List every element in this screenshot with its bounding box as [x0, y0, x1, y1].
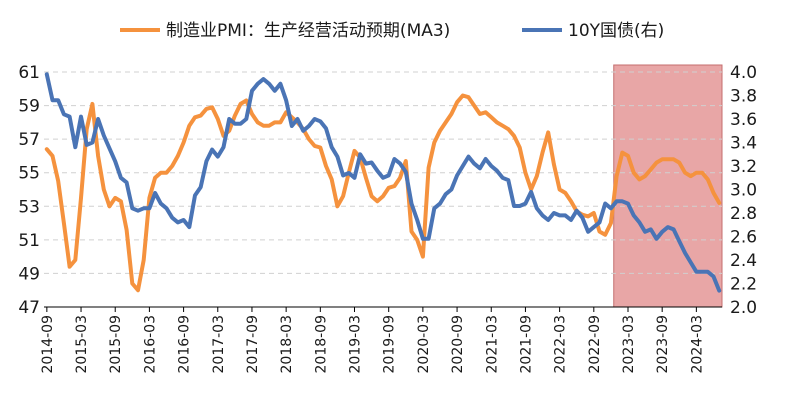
- left-tick-label: 51: [18, 231, 40, 251]
- x-tick-label: 2020-09: [450, 315, 466, 374]
- right-tick-label: 3.8: [730, 87, 757, 107]
- right-tick-label: 2.2: [730, 275, 757, 295]
- left-tick-label: 47: [18, 298, 40, 318]
- x-tick-label: 2018-09: [313, 315, 329, 374]
- left-tick-label: 61: [18, 63, 40, 83]
- x-tick-label: 2021-03: [484, 315, 500, 374]
- right-tick-label: 3.0: [730, 181, 757, 201]
- legend-label-2: 10Y国债(右): [568, 21, 664, 41]
- legend: 制造业PMI：生产经营活动预期(MA3) 10Y国债(右): [120, 21, 664, 41]
- x-tick-label: 2014-09: [40, 315, 56, 374]
- series-line-2: [44, 72, 722, 293]
- legend-label-1: 制造业PMI：生产经营活动预期(MA3): [166, 21, 450, 41]
- right-tick-label: 4.0: [730, 63, 757, 83]
- right-axis-ticks: 2.0 2.2 2.4 2.6 2.8 3.0 3.2 3.4 3.6 3.8 4.0: [730, 63, 757, 318]
- right-tick-label: 3.2: [730, 157, 757, 177]
- x-tick-label: 2016-03: [142, 315, 158, 374]
- series-line-1: [44, 93, 722, 293]
- x-tick-label: 2020-03: [416, 315, 432, 374]
- left-tick-label: 49: [18, 264, 40, 284]
- x-tick-label: 2022-09: [587, 315, 603, 374]
- left-tick-label: 53: [18, 197, 40, 217]
- right-tick-label: 2.4: [730, 251, 757, 271]
- x-tick-label: 2018-03: [279, 315, 295, 374]
- x-tick-label: 2019-03: [348, 315, 364, 374]
- x-tick-label: 2024-03: [689, 315, 705, 374]
- x-tick-label: 2015-09: [108, 315, 124, 374]
- x-tick-label: 2019-09: [382, 315, 398, 374]
- x-tick-label: 2022-03: [553, 315, 569, 374]
- right-tick-label: 3.6: [730, 110, 757, 130]
- x-tick-label: 2023-03: [621, 315, 637, 374]
- x-axis-ticks: 2014-09 2015-03 2015-09 2016-03 2016-09 2017-…: [40, 307, 705, 374]
- series-layer: [44, 72, 722, 293]
- right-tick-label: 2.6: [730, 228, 757, 248]
- left-tick-label: 57: [18, 130, 40, 150]
- x-tick-label: 2021-09: [518, 315, 534, 374]
- x-tick-label: 2017-09: [245, 315, 261, 374]
- right-tick-label: 2.8: [730, 204, 757, 224]
- left-tick-label: 55: [18, 164, 40, 184]
- left-axis-ticks: 47 49 51 53 55 57 59 61: [18, 63, 40, 318]
- x-tick-label: 2017-03: [211, 315, 227, 374]
- right-tick-label: 3.4: [730, 134, 757, 154]
- left-tick-label: 59: [18, 97, 40, 117]
- right-tick-label: 2.0: [730, 298, 757, 318]
- x-tick-label: 2015-03: [74, 315, 90, 374]
- grid-layer: [44, 71, 722, 274]
- x-tick-label: 2023-09: [655, 315, 671, 374]
- x-tick-label: 2016-09: [177, 315, 193, 374]
